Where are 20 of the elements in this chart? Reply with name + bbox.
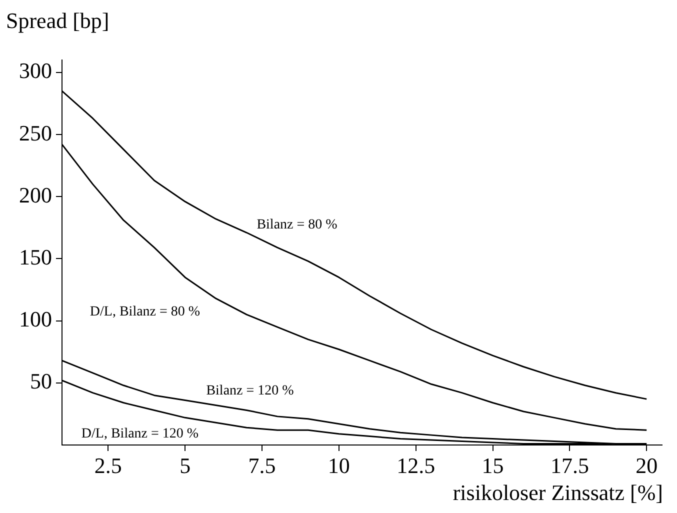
x-tick-label: 10 xyxy=(328,452,350,478)
y-tick-label: 250 xyxy=(19,120,52,146)
x-tick-label: 2.5 xyxy=(94,452,122,478)
y-tick-label: 200 xyxy=(19,182,52,208)
y-tick-label: 300 xyxy=(19,58,52,84)
series-label: Bilanz = 80 % xyxy=(256,218,338,233)
x-tick-label: 12.5 xyxy=(396,452,436,478)
y-tick-label: 50 xyxy=(30,368,52,394)
series-label: Bilanz = 120 % xyxy=(206,384,294,399)
x-tick-label: 15 xyxy=(482,452,504,478)
x-tick-label: 17.5 xyxy=(550,452,589,478)
series-label: D/L, Bilanz = 120 % xyxy=(81,426,199,442)
y-axis-title: Spread [bp] xyxy=(6,8,110,34)
y-tick-label: 150 xyxy=(19,244,52,270)
series-label: D/L, Bilanz = 80 % xyxy=(90,304,200,320)
x-tick-label: 7.5 xyxy=(248,452,276,478)
y-tick-label: 100 xyxy=(19,306,52,332)
x-tick-label: 20 xyxy=(636,452,658,478)
x-tick-label: 5 xyxy=(180,452,191,478)
x-axis-title: risikoloser Zinssatz [%] xyxy=(452,480,663,506)
